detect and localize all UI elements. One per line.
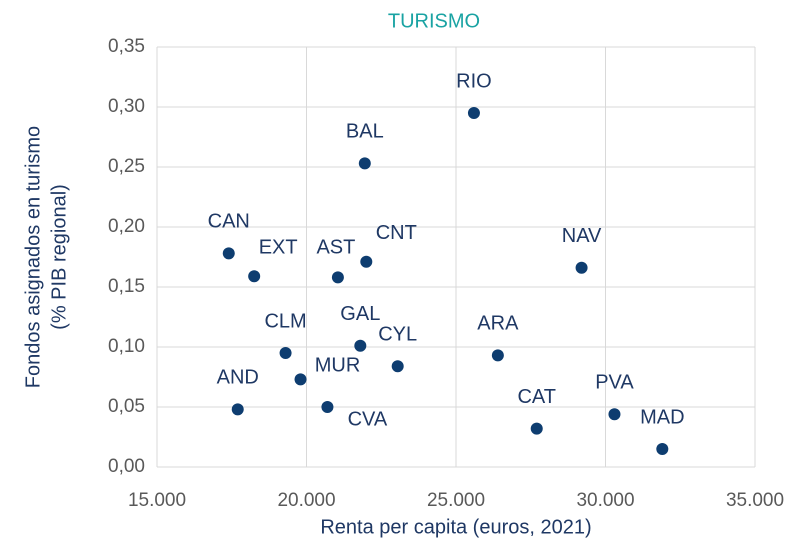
point <box>608 408 621 421</box>
point-label: GAL <box>340 303 380 325</box>
point <box>222 247 235 260</box>
point <box>391 360 404 373</box>
y-tick-label: 0,10 <box>108 336 145 357</box>
point-label: CAT <box>517 386 556 408</box>
point <box>491 349 504 362</box>
point-label: BAL <box>346 121 384 143</box>
point-label: AST <box>316 237 355 259</box>
point-label: MUR <box>315 355 361 377</box>
x-tick-label: 15.000 <box>128 490 186 511</box>
point <box>331 271 344 284</box>
y-tick-label: 0,15 <box>108 276 145 297</box>
point-label: PVA <box>595 371 634 393</box>
y-tick-label: 0,30 <box>108 96 145 117</box>
point <box>294 373 307 386</box>
x-axis-title: Renta per capita (euros, 2021) <box>320 516 591 538</box>
point <box>248 270 261 283</box>
x-tick-label: 35.000 <box>726 490 784 511</box>
point <box>321 401 334 413</box>
point <box>656 443 669 455</box>
point <box>360 255 373 268</box>
point-label: EXT <box>259 236 298 258</box>
x-tick-label: 30.000 <box>576 490 634 511</box>
point <box>575 261 588 274</box>
chart-title: TURISMO <box>388 10 480 32</box>
y-axis-title: Fondos asignados en turismo <box>22 126 44 388</box>
y-tick-label: 0,00 <box>108 456 145 477</box>
y-tick-label: 0,25 <box>108 156 145 177</box>
y-tick-label: 0,05 <box>108 396 145 417</box>
point <box>279 347 292 359</box>
y-axis-title: (% PIB regional) <box>48 184 70 330</box>
x-tick-label: 25.000 <box>427 490 485 511</box>
point-label: AND <box>217 367 259 389</box>
point <box>358 157 371 170</box>
point <box>231 403 244 416</box>
point-label: CNT <box>376 222 417 244</box>
point <box>467 107 480 119</box>
point-label: CYL <box>378 323 417 345</box>
point-label: CAN <box>208 211 250 233</box>
point-label: MAD <box>640 406 684 428</box>
x-tick-label: 20.000 <box>277 490 335 511</box>
y-tick-label: 0,20 <box>108 216 145 237</box>
point <box>530 422 543 435</box>
point-label: CVA <box>348 408 388 430</box>
y-tick-label: 0,35 <box>108 36 145 57</box>
point-label: ARA <box>477 313 519 335</box>
point-label: RIO <box>456 70 492 92</box>
point-label: NAV <box>562 225 602 247</box>
point <box>354 339 367 352</box>
point-label: CLM <box>264 310 306 332</box>
